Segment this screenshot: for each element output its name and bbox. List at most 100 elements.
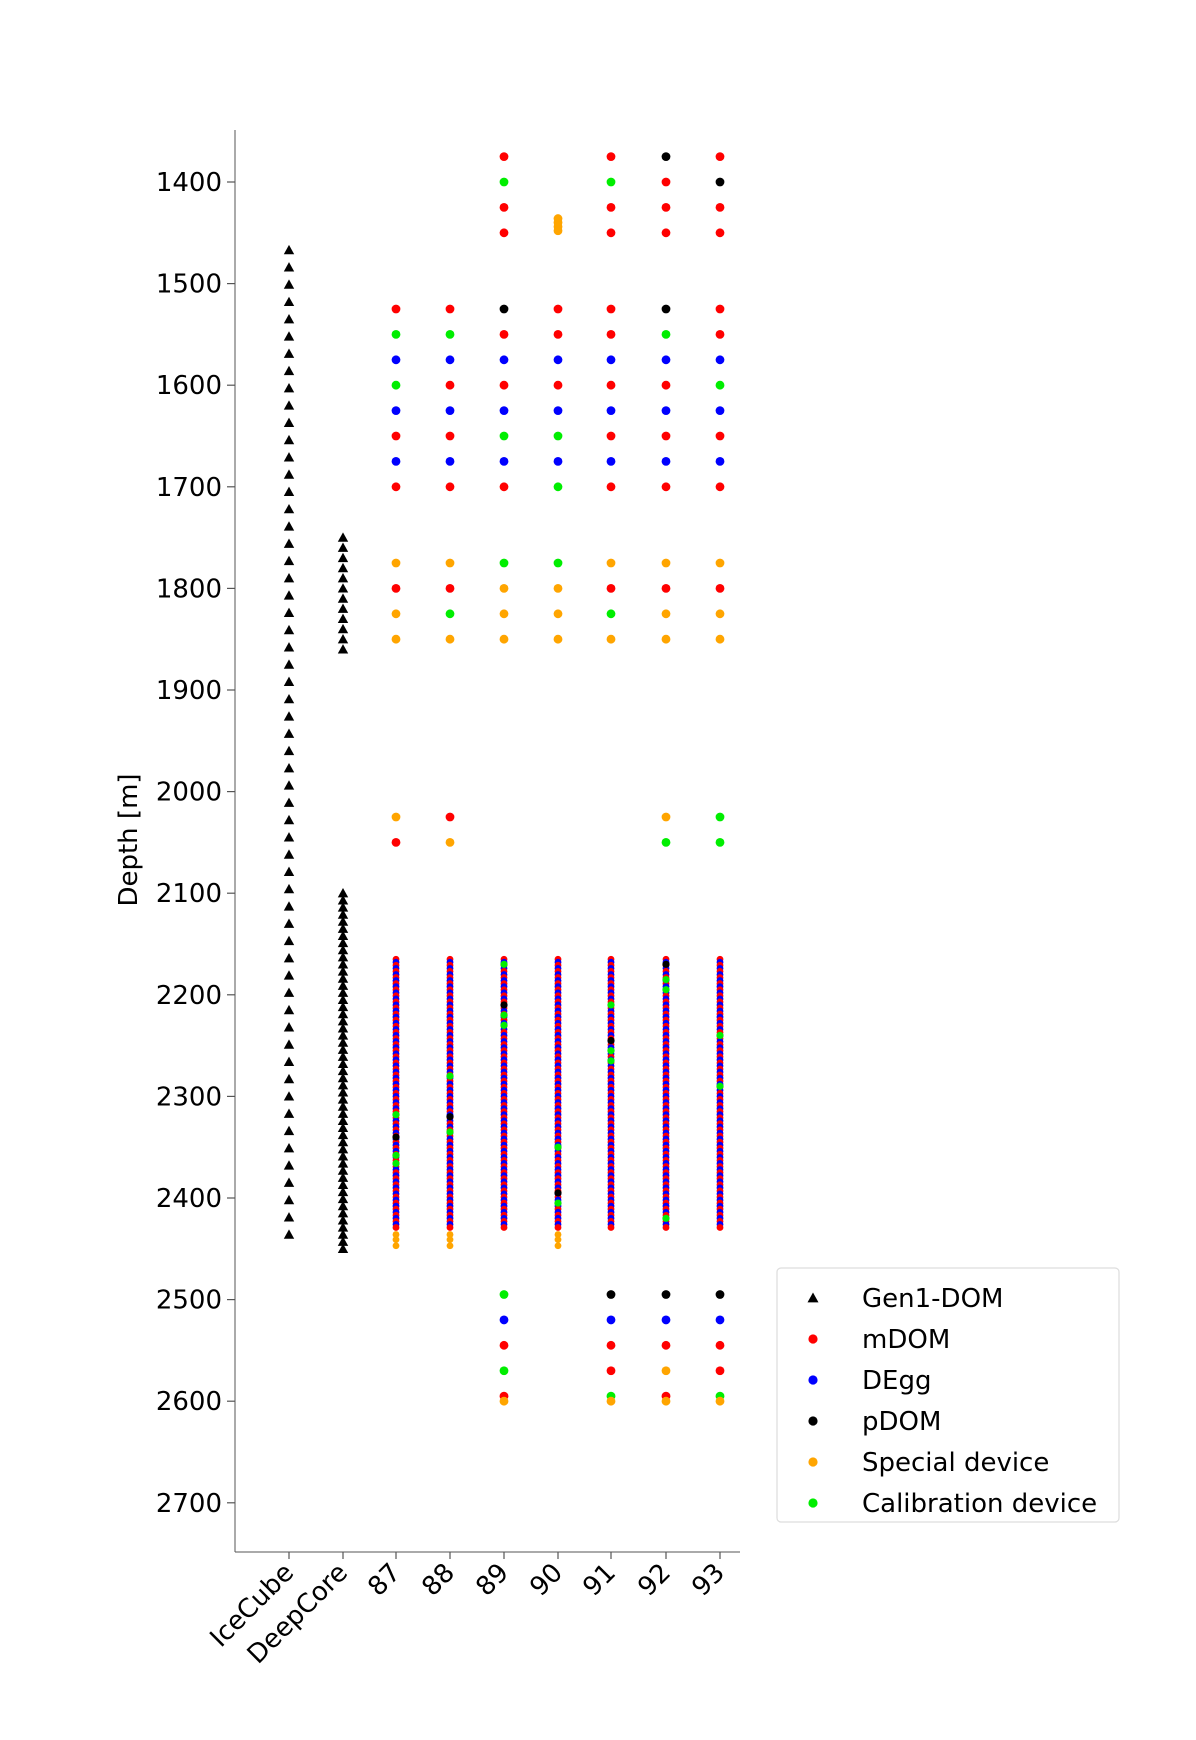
gen1-dom-marker [283,745,295,756]
pdom-marker [554,1189,562,1197]
gen1-dom-marker [337,623,349,634]
gen1-dom-marker [283,331,295,341]
gen1-dom-marker [337,1051,349,1061]
calibration-device-marker [716,1031,724,1040]
special-device-marker [606,634,616,644]
calibration-device-marker [499,1366,509,1376]
y-tick-label: 2200 [156,981,222,1011]
special-device-marker [661,1366,671,1376]
gen1-dom-marker [337,944,349,955]
mdom-marker [661,1340,671,1350]
degg-marker [661,355,671,365]
degg-marker [661,1315,671,1325]
gen1-dom-marker [337,634,349,644]
calibration-device-marker [392,1151,400,1159]
calibration-device-marker [500,960,508,968]
y-tick-label: 2000 [156,778,222,808]
legend-marker-special-device [808,1457,818,1467]
degg-marker [391,355,401,365]
mdom-marker [606,228,616,238]
gen1-dom-marker [337,1065,349,1076]
degg-marker [391,457,401,466]
gen1-dom-marker [337,1215,349,1225]
degg-marker [553,457,563,466]
gen1-dom-marker [283,883,295,894]
pdom-marker [392,1133,400,1141]
gen1-dom-marker [283,1073,295,1084]
gen1-dom-marker [283,1194,295,1205]
special-device-marker [715,609,725,619]
degg-marker [553,355,563,365]
gen1-dom-marker [283,503,295,514]
legend-box [776,1267,1120,1523]
mdom-marker [606,380,616,390]
pdom-marker [446,1113,454,1121]
gen1-dom-marker [283,814,295,825]
degg-marker [499,1315,509,1325]
special-device-marker [445,838,455,847]
calibration-device-marker [662,986,670,994]
mdom-marker [715,304,725,314]
special-device-marker [661,812,671,822]
calibration-device-marker [391,330,401,339]
gen1-dom-marker [337,1030,349,1040]
calibration-device-marker [715,812,725,822]
special-device-marker [499,609,509,619]
mdom-marker [391,304,401,314]
calibration-device-marker [499,177,509,187]
gen1-dom-marker [283,1022,295,1032]
gen1-dom-marker [337,1087,349,1097]
special-device-marker [606,558,616,568]
pdom-marker [662,960,670,968]
degg-marker [606,355,616,365]
mdom-marker [606,330,616,339]
gen1-dom-marker [283,797,295,807]
calibration-device-marker [607,1057,615,1065]
pdom-marker [500,1001,508,1009]
gen1-dom-marker [283,1091,295,1101]
x-tick-label: 91 [577,1558,622,1603]
mdom-marker [661,228,671,238]
special-device-marker [392,1236,400,1244]
degg-marker [606,457,616,466]
special-device-marker [554,1236,562,1244]
gen1-dom-marker [337,980,349,990]
legend-label-degg: DEgg [862,1366,931,1396]
calibration-device-marker [445,609,455,619]
pdom-marker [499,304,509,314]
legend-label-mdom: mDOM [862,1325,950,1355]
gen1-dom-marker [283,417,295,427]
gen1-dom-marker [283,987,295,997]
mdom-marker [499,330,509,339]
gen1-dom-marker [337,994,349,1005]
pdom-marker [607,1036,615,1045]
mdom-marker [446,1224,454,1231]
mdom-marker [445,584,455,593]
gen1-dom-marker [283,918,295,928]
mdom-marker [445,482,455,492]
y-tick-label: 1500 [156,270,222,300]
x-tick-label: 87 [362,1558,407,1603]
y-tick-label: 1800 [156,574,222,604]
gen1-dom-marker [337,1158,349,1168]
x-tick-label: 89 [470,1558,515,1603]
calibration-device-marker [553,558,563,568]
gen1-dom-marker [283,607,295,617]
pdom-marker [715,1290,725,1299]
gen1-dom-marker [283,642,295,652]
gen1-dom-marker [337,1072,349,1083]
mdom-marker [391,431,401,441]
special-device-marker [715,1396,725,1406]
gen1-dom-marker [337,1058,349,1069]
gen1-dom-marker [283,763,295,773]
mdom-marker [391,482,401,492]
special-device-marker [553,609,563,619]
degg-marker [445,355,455,365]
gen1-dom-marker [283,1039,295,1049]
legend-label-pdom: pDOM [862,1407,941,1437]
calibration-device-marker [715,838,725,847]
x-tick-label: 90 [524,1558,569,1603]
mdom-marker [715,431,725,441]
calibration-device-marker [661,838,671,847]
special-device-marker [606,1396,616,1406]
